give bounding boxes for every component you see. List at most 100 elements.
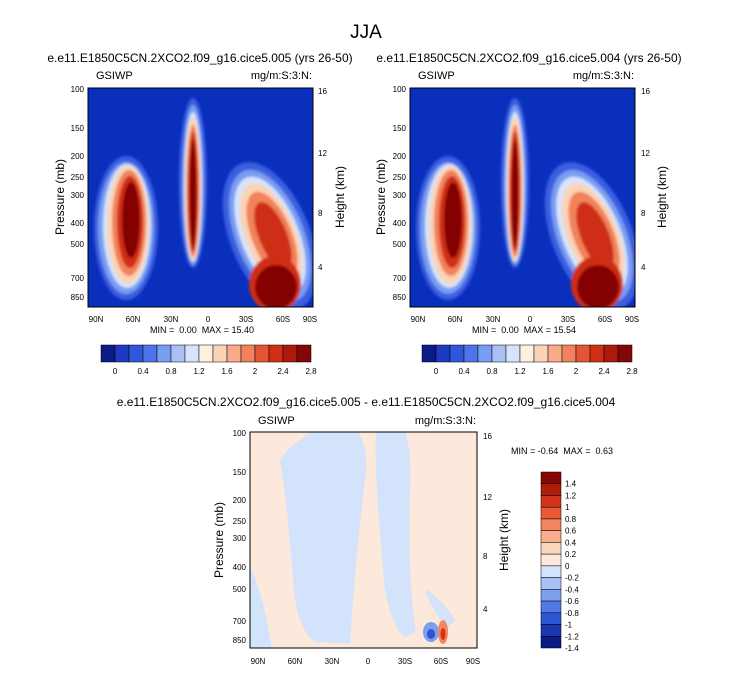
panel-2-field	[416, 98, 635, 307]
colorbar-label: 0.2	[565, 550, 577, 559]
panel-1-y-ticks-right: 16 12 8 4	[318, 87, 327, 272]
panel-1-ytick-700: 700	[71, 274, 85, 283]
colorbar-label: 2	[253, 367, 258, 376]
panel-2-xtick-60s: 60S	[598, 315, 612, 324]
panel-2-y-ticks: 100 150 200 250 300 400 500 700 850	[393, 85, 407, 302]
colorbar-label: -1.2	[565, 632, 579, 641]
colorbar-box-1	[114, 344, 130, 363]
panel-3-ytick-200: 200	[233, 496, 247, 505]
colorbar-box-3	[142, 344, 158, 363]
panel-2-y-ticks-right: 16 12 8 4	[641, 87, 650, 272]
panel-3-stats: MIN = -0.64 MAX = 0.63	[511, 446, 613, 456]
panel-1-ytick-200: 200	[71, 152, 85, 161]
colorbar-box-8	[212, 344, 228, 363]
panel-2-ytick-700: 700	[393, 274, 407, 283]
panel-3-xtick-90n: 90N	[251, 657, 266, 666]
colorbar-box-7	[198, 344, 214, 363]
panel-1-ytick-100: 100	[71, 85, 85, 94]
colorbar-box-3	[463, 344, 479, 363]
colorbar-box-7	[519, 344, 535, 363]
panel-2-bottom-max-l2	[577, 265, 619, 307]
panel-3-ytick-850: 850	[233, 636, 247, 645]
colorbar-box-9	[540, 577, 562, 590]
panel-1: e.e11.E1850C5CN.2XCO2.f09_g16.cice5.005 …	[47, 51, 352, 376]
colorbar-label: 1.6	[542, 367, 554, 376]
colorbar-box-7	[540, 553, 562, 567]
panel-1-tower-l7	[189, 140, 197, 248]
colorbar-box-10	[540, 589, 562, 602]
colorbar-label: -0.2	[565, 574, 579, 583]
colorbar-box-9	[547, 344, 563, 363]
panel-2-left-label: GSIWP	[418, 70, 455, 82]
panel-3-ylabel-right: Height (km)	[497, 509, 511, 571]
colorbar-box-4	[156, 344, 172, 363]
colorbar-box-5	[540, 530, 562, 543]
panel-2-ytick-300: 300	[393, 191, 407, 200]
panel-2-ylabel: Pressure (mb)	[374, 159, 388, 235]
colorbar-label: -0.8	[565, 609, 579, 618]
panel-2-lobe-right-l6	[576, 202, 614, 270]
panel-1-left-label: GSIWP	[96, 70, 133, 82]
panel-1-x-ticks: 90N 60N 30N 0 30S 60S 90S	[89, 315, 317, 324]
panel-3-y-ticks: 100 150 200 250 300 400 500 700 850	[233, 429, 247, 645]
panel-2-ytick-150: 150	[393, 124, 407, 133]
panel-1-colorbar: 0 0.4 0.8 1.2 1.6 2 2.4 2.8	[100, 344, 317, 376]
panel-3-xtick-90s: 90S	[466, 657, 480, 666]
colorbar-box-12	[589, 344, 605, 363]
colorbar-box-13	[540, 624, 562, 637]
colorbar-box-11	[575, 344, 591, 363]
colorbar-box-2	[540, 495, 562, 508]
colorbar-box-3	[540, 506, 562, 520]
panel-3-title: e.e11.E1850C5CN.2XCO2.f09_g16.cice5.005 …	[117, 395, 616, 409]
panel-1-xtick-90s: 90S	[303, 315, 317, 324]
panel-1-blob-left-l7	[122, 182, 140, 258]
panel-3-right-label: mg/m:S:3:N:	[415, 415, 476, 427]
panel-1-ytick-right-16: 16	[318, 87, 327, 96]
colorbar-box-0	[540, 471, 562, 484]
panel-3-colorbar: 1.4 1.2 1 0.8 0.6 0.4 0.2 0 -0.2 -0.4 -0.6 -0.8 -1 -1…	[540, 471, 579, 653]
colorbar-label: 2.4	[277, 367, 289, 376]
colorbar-label: 0.8	[486, 367, 498, 376]
panel-3-ytick-700: 700	[233, 617, 247, 626]
panel-3-ytick-right-12: 12	[483, 493, 492, 502]
panel-2-ytick-right-16: 16	[641, 87, 650, 96]
colorbar-label: 0	[434, 367, 439, 376]
panel-1-ytick-right-8: 8	[318, 209, 323, 218]
colorbar-box-12	[268, 344, 284, 363]
panel-1-frame	[87, 87, 314, 308]
colorbar-label: -1	[565, 621, 573, 630]
colorbar-box-10	[561, 344, 577, 363]
colorbar-label: 2.4	[598, 367, 610, 376]
colorbar-box-11	[540, 600, 562, 614]
panel-2-colorbar: 0 0.4 0.8 1.2 1.6 2 2.4 2.8	[421, 344, 638, 376]
panel-1-xtick-30s: 30S	[239, 315, 253, 324]
colorbar-box-8	[533, 344, 549, 363]
colorbar-label: 0.4	[565, 538, 577, 547]
colorbar-label: 0.8	[565, 515, 577, 524]
panel-3-left-label: GSIWP	[258, 415, 295, 427]
panel-3-ytick-400: 400	[233, 563, 247, 572]
colorbar-label: 2	[574, 367, 579, 376]
panel-1-bottom-max-l2	[255, 265, 297, 307]
panel-1-field	[94, 98, 313, 307]
panel-1-title: e.e11.E1850C5CN.2XCO2.f09_g16.cice5.005 …	[47, 51, 352, 65]
panel-1-xtick-60s: 60S	[276, 315, 290, 324]
colorbar-label: 1.4	[565, 480, 577, 489]
panel-3-xtick-30n: 30N	[325, 657, 340, 666]
colorbar-box-8	[540, 565, 562, 578]
panel-2-ytick-250: 250	[393, 173, 407, 182]
panel-2-ytick-400: 400	[393, 219, 407, 228]
colorbar-label: 2.8	[305, 367, 317, 376]
panel-3-frame	[249, 431, 478, 649]
panel-2-ylabel-right: Height (km)	[655, 166, 669, 228]
panel-2-ytick-850: 850	[393, 293, 407, 302]
panel-1-ytick-400: 400	[71, 219, 85, 228]
main-title: JJA	[350, 22, 382, 43]
colorbar-box-14	[540, 636, 562, 649]
panel-1-xtick-60n: 60N	[126, 315, 141, 324]
panel-3-neg-band-mid	[280, 432, 367, 644]
panel-2: e.e11.E1850C5CN.2XCO2.f09_g16.cice5.004 …	[374, 51, 682, 376]
panel-1-ytick-850: 850	[71, 293, 85, 302]
colorbar-box-5	[170, 344, 186, 363]
